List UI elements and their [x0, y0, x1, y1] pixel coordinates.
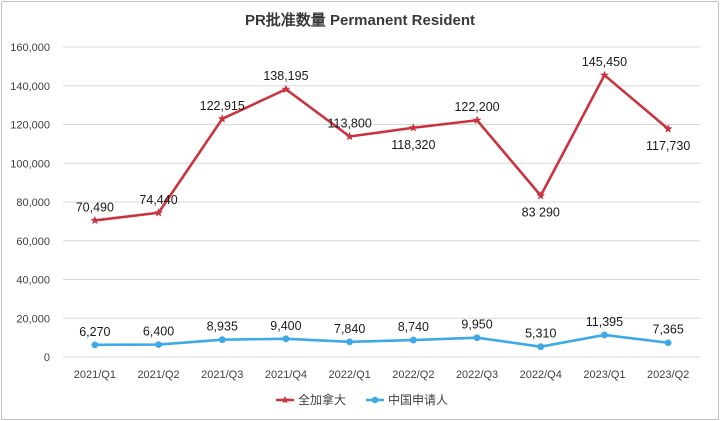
data-label: 6,400: [143, 325, 174, 339]
data-point-star: [472, 115, 482, 124]
data-label: 7,840: [334, 322, 365, 336]
x-axis: 2021/Q1 2021/Q2 2021/Q3 2021/Q4 2022/Q1 2022/…: [74, 369, 690, 381]
x-tick-label: 2021/Q1: [74, 369, 116, 381]
y-axis: 0 20,000 40,000 60,000 80,000 100,000 120,000 1…: [10, 42, 50, 364]
data-point-star: [663, 124, 673, 133]
y-tick-label: 80,000: [16, 197, 50, 209]
legend-item: 全加拿大: [276, 392, 346, 407]
data-point-circle: [91, 341, 99, 349]
data-point-circle: [601, 331, 608, 339]
data-label: 8,935: [207, 320, 238, 334]
data-point-star: [90, 215, 100, 225]
series-line: [94, 73, 669, 222]
legend-circle-marker: [371, 396, 379, 404]
y-tick-label: 160,000: [10, 42, 50, 54]
data-point-circle: [664, 339, 672, 347]
data-point-star: [154, 208, 163, 217]
series-2: 6,270 6,400 8,935 9,400 7,840 8,740 9,950 5,310…: [79, 315, 684, 351]
data-point-star: [600, 70, 609, 79]
x-tick-label: 2021/Q4: [265, 369, 307, 381]
data-point-circle: [346, 338, 354, 346]
data-point-circle: [282, 335, 290, 343]
legend-star-marker: [281, 395, 289, 404]
x-tick-label: 2021/Q3: [201, 369, 243, 381]
data-label: 138,195: [263, 69, 308, 83]
data-point-circle: [537, 343, 545, 351]
gridlines: [63, 46, 700, 358]
data-label: 11,395: [586, 315, 623, 329]
x-tick-label: 2022/Q2: [392, 369, 434, 381]
legend-label: 中国申请人: [388, 392, 448, 407]
data-label: 122,915: [200, 99, 245, 113]
data-point-circle: [155, 341, 162, 348]
legend-item: 中国申请人: [366, 392, 448, 407]
x-tick-label: 2021/Q2: [137, 369, 179, 381]
data-label: 122,200: [454, 100, 499, 114]
data-point-circle: [473, 334, 481, 342]
series-1: 70,490 74,440 122,915 138,195 113,800 118,320…: [76, 55, 690, 225]
data-label: 8,740: [398, 320, 429, 334]
series-group: 70,490 74,440 122,915 138,195 113,800 118,320…: [76, 55, 690, 351]
x-tick-label: 2022/Q3: [456, 369, 498, 381]
data-point-star: [281, 84, 291, 93]
data-point-star: [217, 114, 227, 123]
x-tick-label: 2023/Q2: [647, 369, 689, 381]
data-label: 83 290: [522, 206, 560, 220]
data-label: 117,730: [646, 139, 690, 153]
y-tick-label: 120,000: [10, 120, 50, 132]
data-point-star: [345, 131, 355, 141]
x-tick-label: 2023/Q1: [583, 369, 625, 381]
data-label: 113,800: [328, 117, 372, 131]
data-label: 6,270: [79, 325, 110, 339]
chart-title: PR批准数量 Permanent Resident: [245, 11, 475, 29]
data-label: 9,950: [461, 318, 492, 332]
data-label: 145,450: [582, 55, 627, 69]
data-label: 7,365: [653, 323, 684, 337]
data-label: 9,400: [270, 319, 301, 333]
legend: 全加拿大 中国申请人: [276, 392, 448, 407]
y-tick-label: 100,000: [10, 158, 50, 170]
y-tick-label: 60,000: [16, 236, 50, 248]
legend-label: 全加拿大: [298, 392, 346, 407]
y-tick-label: 0: [44, 352, 50, 364]
y-tick-label: 40,000: [16, 275, 50, 287]
data-label: 70,490: [76, 200, 114, 214]
data-label: 118,320: [391, 138, 435, 152]
x-tick-label: 2022/Q4: [520, 369, 562, 381]
x-tick-label: 2022/Q1: [329, 369, 371, 381]
y-tick-label: 140,000: [10, 81, 50, 93]
data-point-star: [536, 191, 546, 200]
data-point-star: [408, 123, 418, 132]
data-point-circle: [218, 336, 226, 344]
data-label: 5,310: [525, 327, 556, 341]
data-label: 74,440: [139, 193, 177, 207]
y-tick-label: 20,000: [16, 313, 50, 325]
series-line: [94, 333, 669, 349]
data-point-circle: [409, 336, 417, 344]
